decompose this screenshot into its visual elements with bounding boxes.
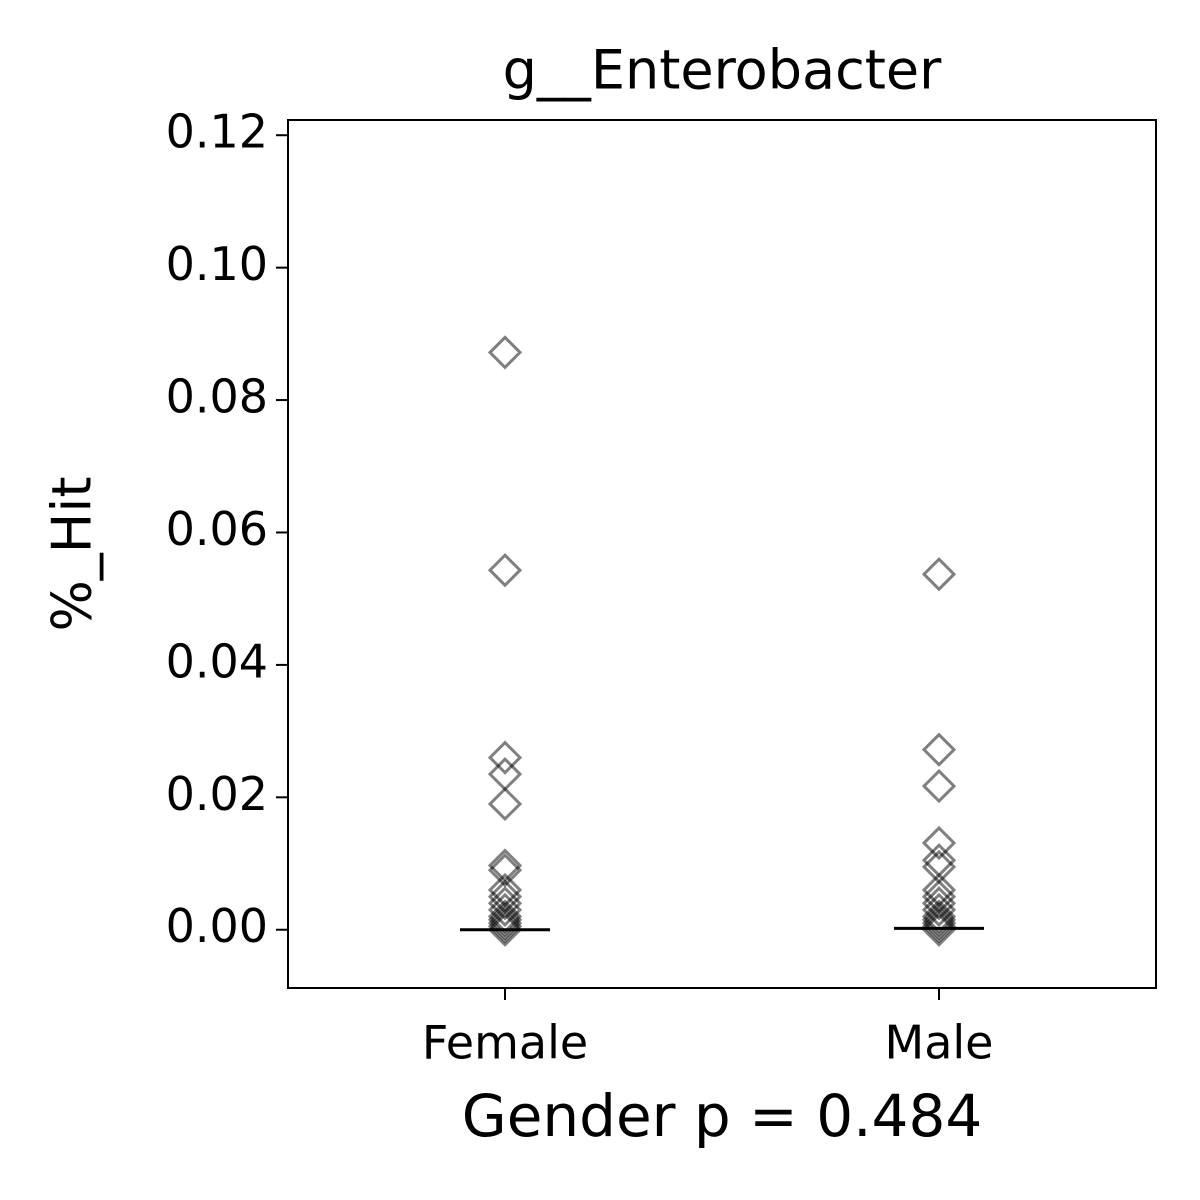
data-point — [487, 902, 523, 937]
x-tick-label: Male — [885, 1016, 994, 1070]
data-point — [487, 912, 523, 947]
y-tick-label: 0.04 — [166, 634, 268, 688]
data-point — [487, 909, 523, 944]
y-tick-label: 0.06 — [166, 502, 268, 556]
data-point — [487, 740, 523, 775]
x-axis-label: Gender p = 0.484 — [462, 1082, 983, 1150]
data-point — [487, 886, 523, 921]
data-point — [921, 912, 957, 947]
data-point — [921, 902, 957, 937]
data-point — [487, 892, 523, 927]
data-point — [921, 768, 957, 804]
x-tick-label: Female — [422, 1016, 588, 1070]
y-axis-label: %_Hit — [41, 476, 104, 631]
data-point — [921, 909, 957, 944]
data-point — [921, 825, 957, 861]
y-tick-label: 0.10 — [166, 237, 268, 291]
data-point — [921, 557, 957, 592]
plot-frame — [287, 119, 1157, 989]
data-point — [487, 899, 523, 934]
chart-title: g__Enterobacter — [503, 39, 943, 102]
data-point — [487, 553, 523, 588]
data-point — [921, 886, 957, 921]
y-tick-label: 0.02 — [166, 767, 268, 821]
y-tick-label: 0.08 — [166, 370, 268, 424]
data-point — [487, 335, 523, 370]
data-point — [921, 732, 957, 767]
y-tick-label: 0.12 — [166, 105, 268, 159]
data-point — [921, 892, 957, 927]
data-point — [921, 905, 957, 941]
y-tick-label: 0.00 — [166, 899, 268, 953]
data-point — [921, 899, 957, 934]
data-point — [487, 905, 523, 941]
data-point — [487, 853, 523, 888]
data-point — [487, 786, 523, 822]
